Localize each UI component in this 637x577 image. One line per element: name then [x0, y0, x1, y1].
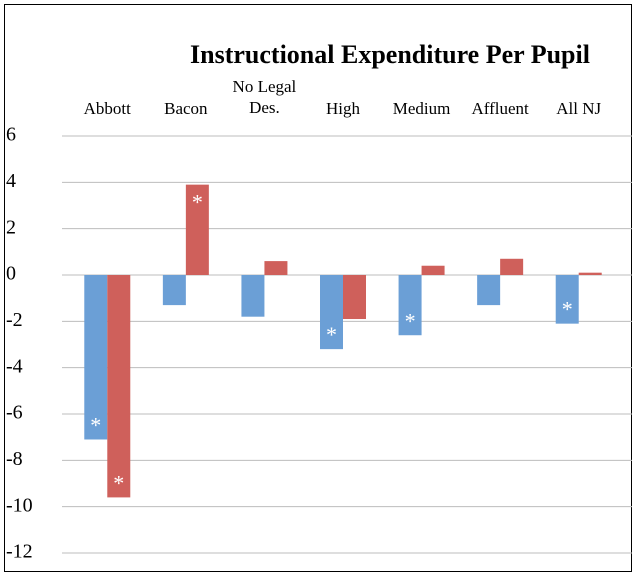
significance-flag: *	[192, 190, 203, 215]
y-tick-label: 0	[6, 263, 16, 285]
x-tick-label: Medium	[393, 99, 451, 118]
significance-flag: *	[405, 308, 416, 333]
y-tick-label: 6	[6, 124, 16, 146]
significance-flag: *	[326, 322, 337, 347]
x-tick-label: Abbott	[84, 99, 132, 118]
significance-flag: *	[562, 297, 573, 322]
x-tick-label: Affluent	[471, 99, 529, 118]
bar	[264, 261, 288, 275]
y-tick-label: -12	[6, 541, 33, 563]
chart-title: Instructional Expenditure Per Pupil	[190, 40, 590, 69]
x-tick-label: Bacon	[164, 99, 208, 118]
bar	[320, 275, 343, 350]
chart-frame	[4, 4, 632, 572]
y-tick-label: -4	[6, 355, 23, 377]
bar	[107, 275, 131, 498]
bar	[555, 275, 579, 324]
y-tick-label: -2	[6, 309, 23, 331]
significance-flag: *	[113, 470, 124, 495]
bar	[421, 265, 445, 275]
y-tick-label: 2	[6, 216, 16, 238]
y-tick-label: -8	[6, 448, 23, 470]
bar	[241, 275, 265, 317]
significance-flag: *	[90, 413, 101, 438]
bar	[500, 258, 524, 275]
bar	[343, 275, 366, 320]
y-tick-label: -6	[6, 402, 23, 424]
bar	[162, 275, 186, 306]
bar	[84, 275, 108, 440]
y-tick-label: 4	[6, 170, 16, 192]
x-tick-label: High	[326, 99, 361, 118]
bar	[398, 275, 422, 336]
x-tick-label: All NJ	[556, 99, 601, 118]
x-tick-label: No Legal Des.	[233, 77, 297, 117]
bar	[578, 272, 602, 275]
bar	[477, 275, 501, 306]
y-tick-label: -10	[6, 494, 33, 516]
bar	[185, 184, 209, 275]
